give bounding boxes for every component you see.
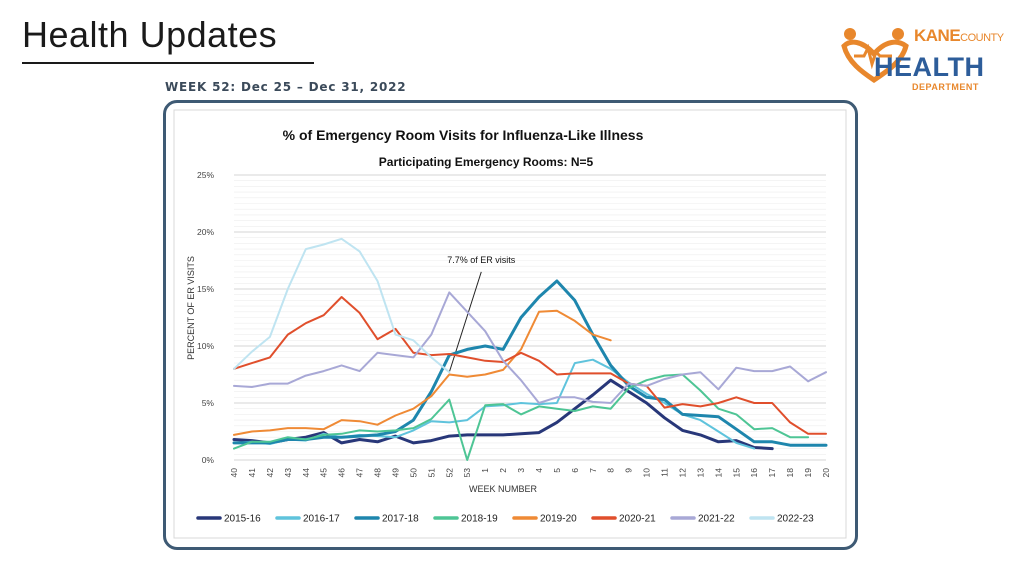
series-line xyxy=(233,291,827,404)
ili-line-chart: % of Emergency Room Visits for Influenza… xyxy=(173,109,847,539)
x-tick-label: 1 xyxy=(480,468,490,473)
x-tick-label: 47 xyxy=(355,468,365,478)
legend-item: 2018-19 xyxy=(433,514,498,525)
x-tick-label: 20 xyxy=(821,468,831,478)
x-tick-label: 19 xyxy=(803,468,813,478)
x-tick-label: 51 xyxy=(426,468,436,478)
x-tick-label: 48 xyxy=(373,468,383,478)
x-tick-label: 44 xyxy=(301,468,311,478)
x-tick-label: 53 xyxy=(462,468,472,478)
x-tick-label: 45 xyxy=(319,468,329,478)
x-axis-label: WEEK NUMBER xyxy=(469,484,538,494)
plot-border xyxy=(173,109,847,539)
y-tick-label: 10% xyxy=(197,341,214,351)
x-tick-label: 11 xyxy=(660,468,670,477)
legend-item: 2022-23 xyxy=(749,514,814,525)
title-underline xyxy=(22,62,314,64)
y-tick-label: 5% xyxy=(202,398,215,408)
x-tick-label: 41 xyxy=(247,468,257,478)
x-tick-label: 18 xyxy=(785,468,795,478)
legend-label: 2022-23 xyxy=(777,514,814,525)
x-tick-label: 43 xyxy=(283,468,293,478)
x-tick-label: 2 xyxy=(498,468,508,473)
legend-label: 2015-16 xyxy=(224,514,261,525)
series-line xyxy=(232,378,774,451)
logo-kane-text: KANECOUNTY xyxy=(914,26,1004,45)
x-tick-label: 5 xyxy=(552,468,562,473)
x-tick-label: 13 xyxy=(695,468,705,478)
series-2017-18 xyxy=(232,279,828,447)
series-line xyxy=(232,279,828,447)
series-2020-21 xyxy=(233,296,827,435)
legend-label: 2018-19 xyxy=(461,514,498,525)
series-line xyxy=(233,373,810,461)
x-tick-label: 50 xyxy=(408,468,418,478)
x-tick-label: 16 xyxy=(749,468,759,478)
x-tick-label: 9 xyxy=(624,468,634,473)
legend-item: 2020-21 xyxy=(591,514,656,525)
legend-label: 2020-21 xyxy=(619,514,656,525)
series-2015-16 xyxy=(232,378,774,451)
legend-item: 2016-17 xyxy=(275,514,340,525)
series-2019-20 xyxy=(233,309,612,436)
series-line xyxy=(233,296,827,435)
x-tick-label: 10 xyxy=(642,468,652,478)
series-2022-23 xyxy=(233,237,451,374)
legend-label: 2019-20 xyxy=(540,514,577,525)
x-tick-label: 3 xyxy=(516,468,526,473)
heart-people-logo-icon xyxy=(841,28,909,84)
x-tick-label: 42 xyxy=(265,468,275,478)
x-tick-label: 40 xyxy=(229,468,239,478)
series-line xyxy=(233,237,451,374)
logo-health-text: HEALTH xyxy=(874,52,985,82)
y-tick-label: 25% xyxy=(197,170,214,180)
legend-item: 2019-20 xyxy=(512,514,577,525)
annotation-label: 7.7% of ER visits xyxy=(447,255,516,265)
y-tick-label: 15% xyxy=(197,284,214,294)
x-tick-label: 52 xyxy=(444,468,454,478)
x-tick-label: 17 xyxy=(767,468,777,478)
x-tick-label: 14 xyxy=(713,468,723,478)
chart-frame: % of Emergency Room Visits for Influenza… xyxy=(163,100,858,550)
series-2021-22 xyxy=(233,291,827,404)
slide-title: Health Updates xyxy=(22,14,278,55)
x-tick-label: 6 xyxy=(570,468,580,473)
x-tick-label: 15 xyxy=(731,468,741,478)
legend-label: 2017-18 xyxy=(382,514,419,525)
x-tick-label: 8 xyxy=(606,468,616,473)
chart-title: % of Emergency Room Visits for Influenza… xyxy=(283,127,644,143)
chart-subtitle: Participating Emergency Rooms: N=5 xyxy=(379,155,594,169)
legend-label: 2016-17 xyxy=(303,514,340,525)
legend-item: 2015-16 xyxy=(196,514,261,525)
x-tick-label: 46 xyxy=(337,468,347,478)
y-tick-label: 20% xyxy=(197,227,214,237)
week-label: WEEK 52: Dec 25 – Dec 31, 2022 xyxy=(165,80,407,94)
series-line xyxy=(233,309,612,436)
y-tick-label: 0% xyxy=(202,455,215,465)
kane-county-health-logo: KANECOUNTY HEALTH DEPARTMENT xyxy=(840,22,1004,94)
x-tick-label: 4 xyxy=(534,468,544,473)
series-2018-19 xyxy=(233,373,810,461)
legend-item: 2017-18 xyxy=(354,514,419,525)
logo-department-text: DEPARTMENT xyxy=(912,82,979,92)
y-axis-label: PERCENT OF ER VISITS xyxy=(186,256,196,360)
x-tick-label: 7 xyxy=(588,468,598,473)
legend-label: 2021-22 xyxy=(698,514,735,525)
x-tick-label: 49 xyxy=(390,468,400,478)
legend-item: 2021-22 xyxy=(670,514,735,525)
x-tick-label: 12 xyxy=(677,468,687,478)
